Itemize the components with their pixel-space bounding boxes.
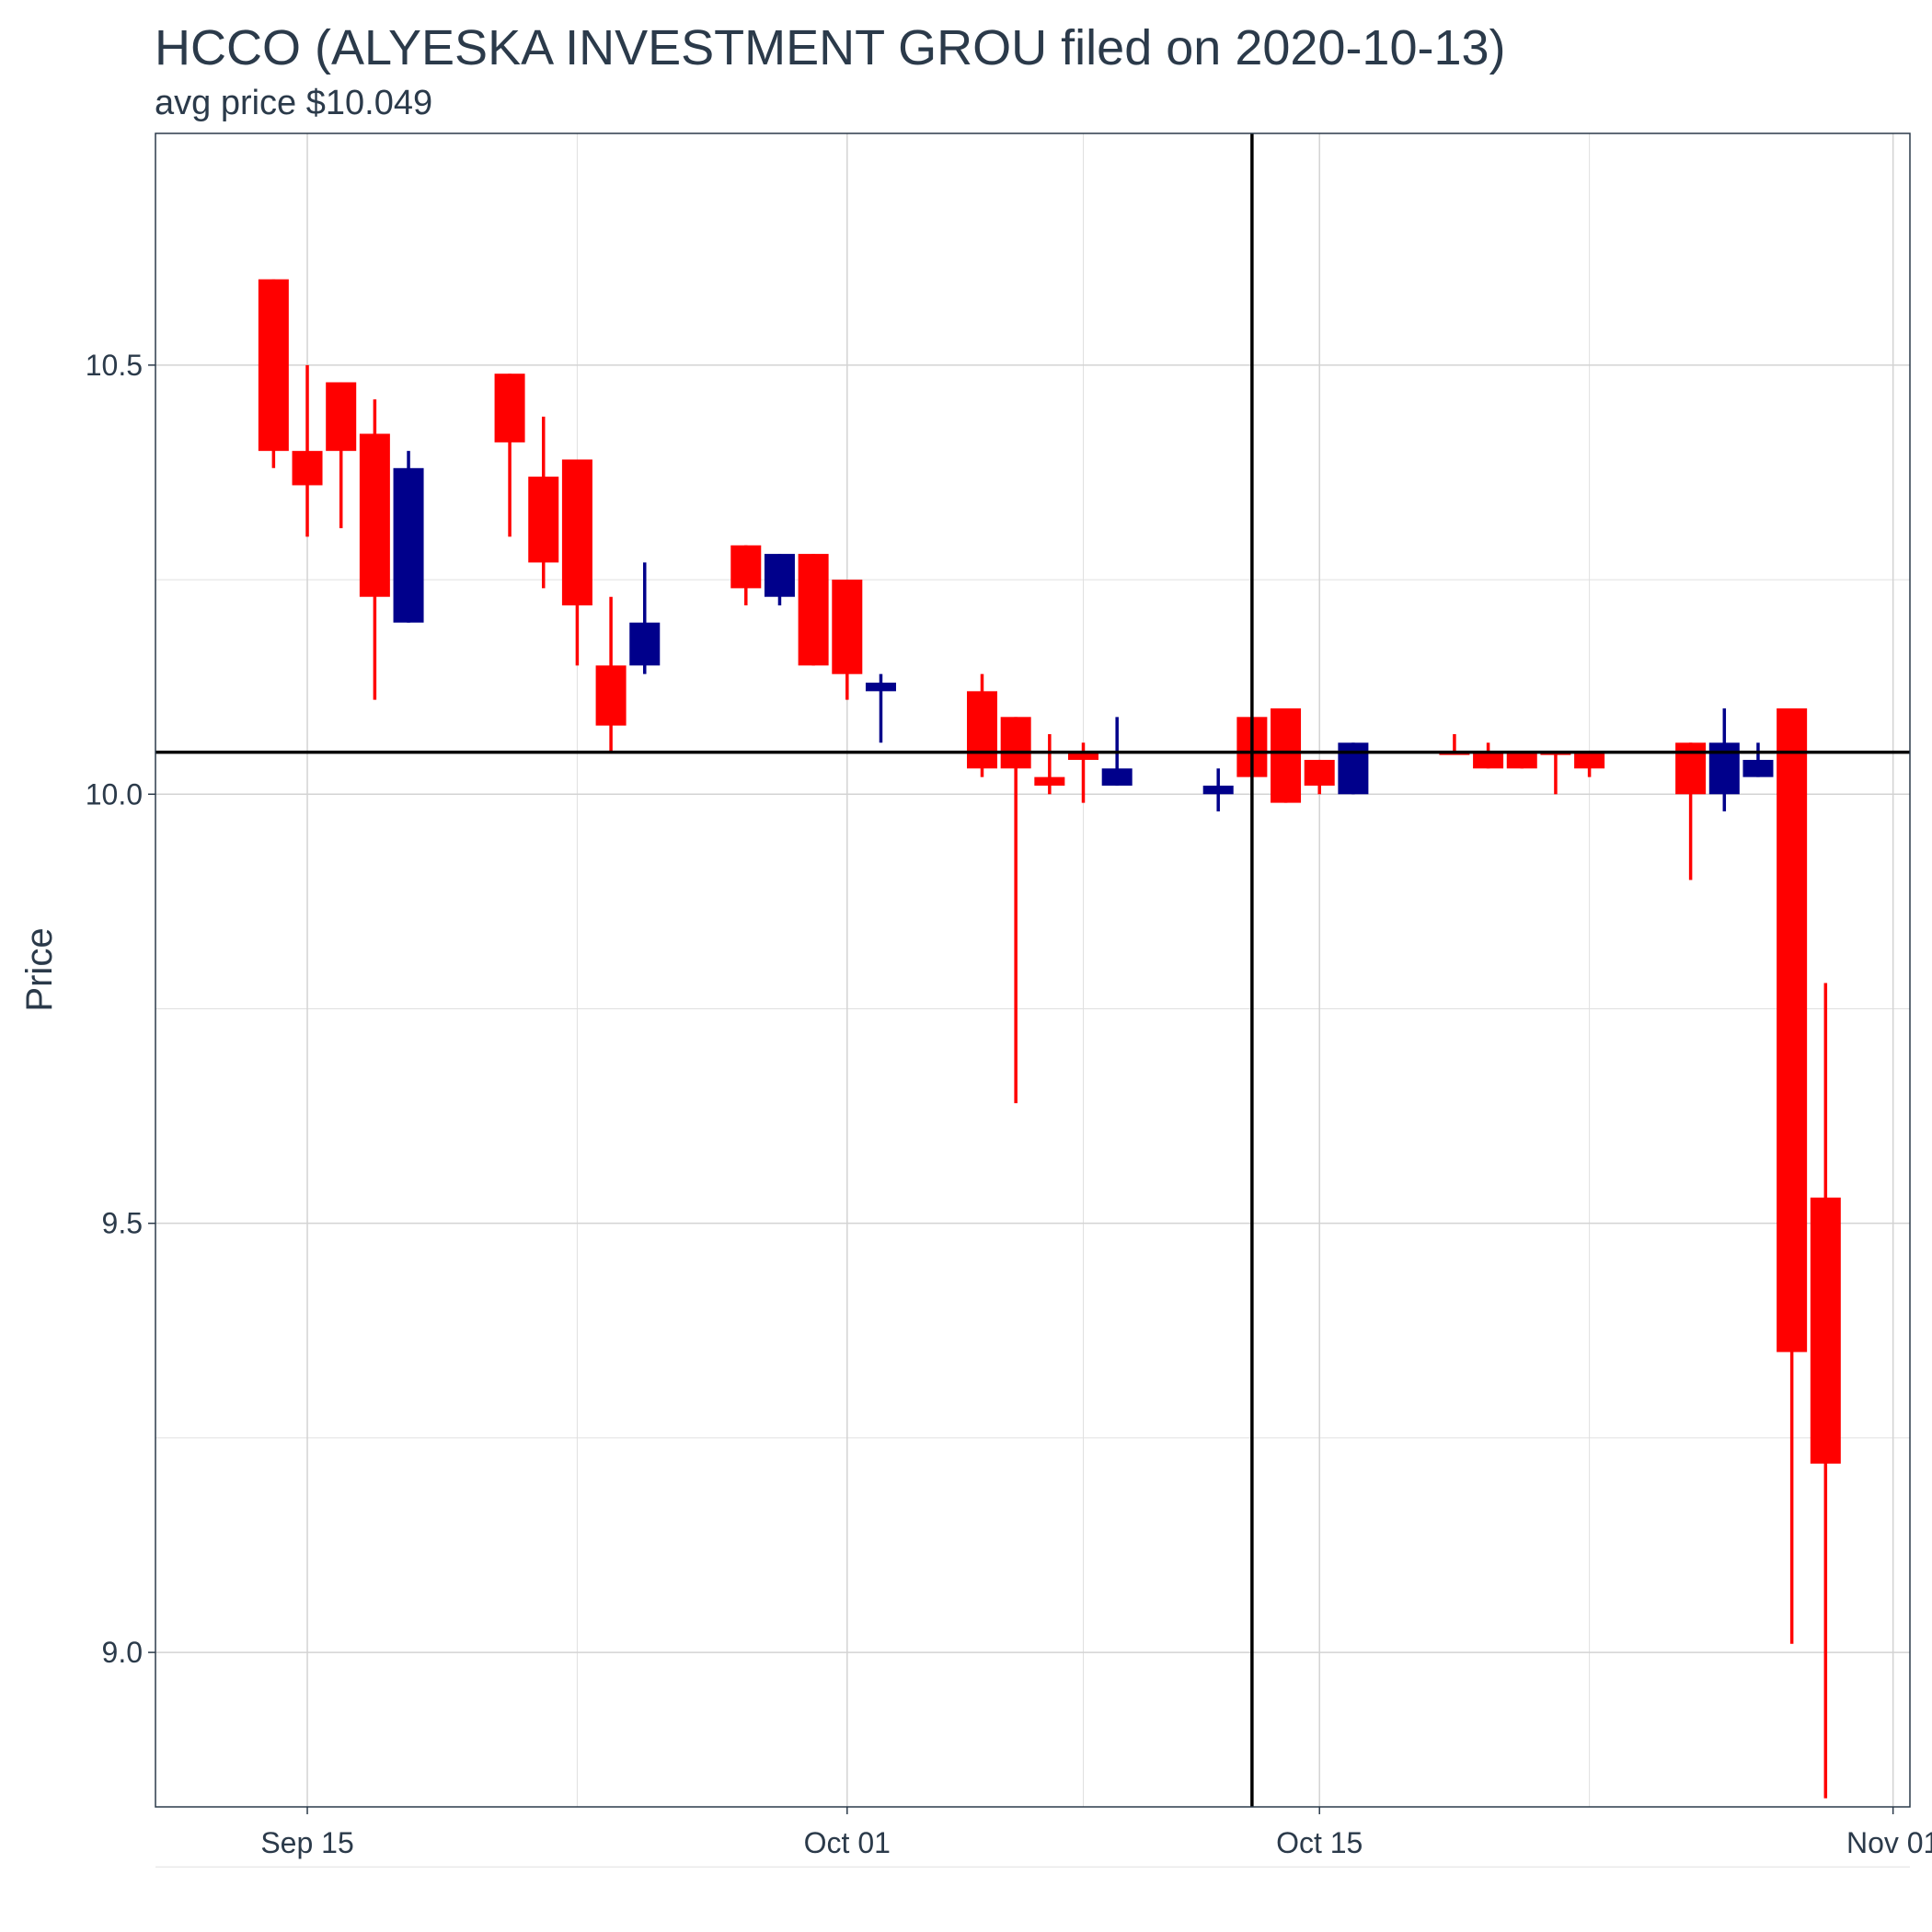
candle-body [1034, 776, 1065, 786]
candle-body [326, 382, 357, 452]
candle-body [359, 433, 390, 597]
candle [561, 459, 592, 666]
candle-body [832, 580, 863, 674]
x-tick-label: Nov 01 [1846, 1826, 1932, 1859]
candle-body [865, 683, 896, 692]
y-tick-label: 9.5 [102, 1207, 143, 1240]
candle-body [966, 691, 997, 769]
candle [798, 554, 829, 666]
candle [1473, 742, 1504, 769]
panel-border [155, 132, 1911, 1808]
candle [292, 364, 323, 537]
candle [326, 382, 357, 529]
candle-body [1708, 742, 1740, 795]
y-tick-label: 10.0 [86, 777, 143, 811]
candle-body [1338, 742, 1369, 795]
candle [1271, 707, 1302, 803]
candle-body [494, 374, 525, 443]
candle [832, 580, 863, 700]
candle [1506, 751, 1537, 769]
candle [359, 399, 390, 700]
y-tick-label: 10.5 [86, 349, 143, 382]
candle-body [1101, 768, 1133, 786]
candle-body [1506, 751, 1537, 769]
x-tick-label: Oct 15 [1276, 1826, 1363, 1859]
candle [1708, 707, 1740, 811]
candle [730, 545, 762, 606]
reference-lines [155, 133, 1910, 1807]
candle-body [1304, 759, 1335, 786]
candle [1574, 751, 1605, 777]
candle-body [292, 451, 323, 486]
candles [258, 279, 1841, 1799]
candle-body [1810, 1197, 1841, 1464]
candle-body [730, 545, 762, 589]
candle [393, 451, 424, 623]
x-axis: Sep 15 Oct 01 Oct 15 Nov 01 [260, 1807, 1932, 1859]
candle [1000, 717, 1031, 1104]
candle-body [1271, 707, 1302, 803]
candle [494, 374, 525, 537]
candle [629, 562, 661, 674]
candle-body [1675, 742, 1707, 795]
candle-body [595, 665, 627, 726]
candle [528, 416, 559, 589]
candle-body [798, 554, 829, 666]
grid [155, 133, 1910, 1868]
candle-body [764, 554, 795, 597]
candle-body [561, 459, 592, 606]
y-tick-label: 9.0 [102, 1636, 143, 1669]
candle [258, 279, 289, 468]
candle-body [1202, 785, 1234, 795]
candle [1810, 983, 1841, 1799]
candle-body [258, 279, 289, 452]
candle [1034, 733, 1065, 795]
candle-body [1777, 707, 1808, 1352]
candle-body [1000, 717, 1031, 769]
x-tick-label: Oct 01 [804, 1826, 891, 1859]
candle-body [1473, 751, 1504, 769]
candle [1675, 742, 1707, 880]
candle [1777, 707, 1808, 1644]
candle [1742, 742, 1774, 777]
candle [1338, 742, 1369, 795]
candle-body [1068, 751, 1099, 760]
candle-body [393, 467, 424, 623]
candle [1304, 759, 1335, 795]
candle-body [629, 622, 661, 666]
y-axis: 9.0 9.5 10.0 10.5 [86, 349, 155, 1669]
candle [764, 554, 795, 606]
candle [865, 673, 896, 743]
candle [595, 596, 627, 752]
candle [966, 673, 997, 777]
candle [1540, 751, 1571, 795]
chart-title: HCCO (ALYESKA INVESTMENT GROU filed on 2… [155, 20, 1506, 75]
candle-body [528, 477, 559, 563]
candle-body [1574, 751, 1605, 769]
candle [1202, 768, 1234, 811]
y-axis-label: Price [19, 927, 60, 1011]
chart-subtitle: avg price $10.049 [155, 84, 433, 122]
candle-body [1742, 759, 1774, 777]
x-tick-label: Sep 15 [260, 1826, 353, 1859]
